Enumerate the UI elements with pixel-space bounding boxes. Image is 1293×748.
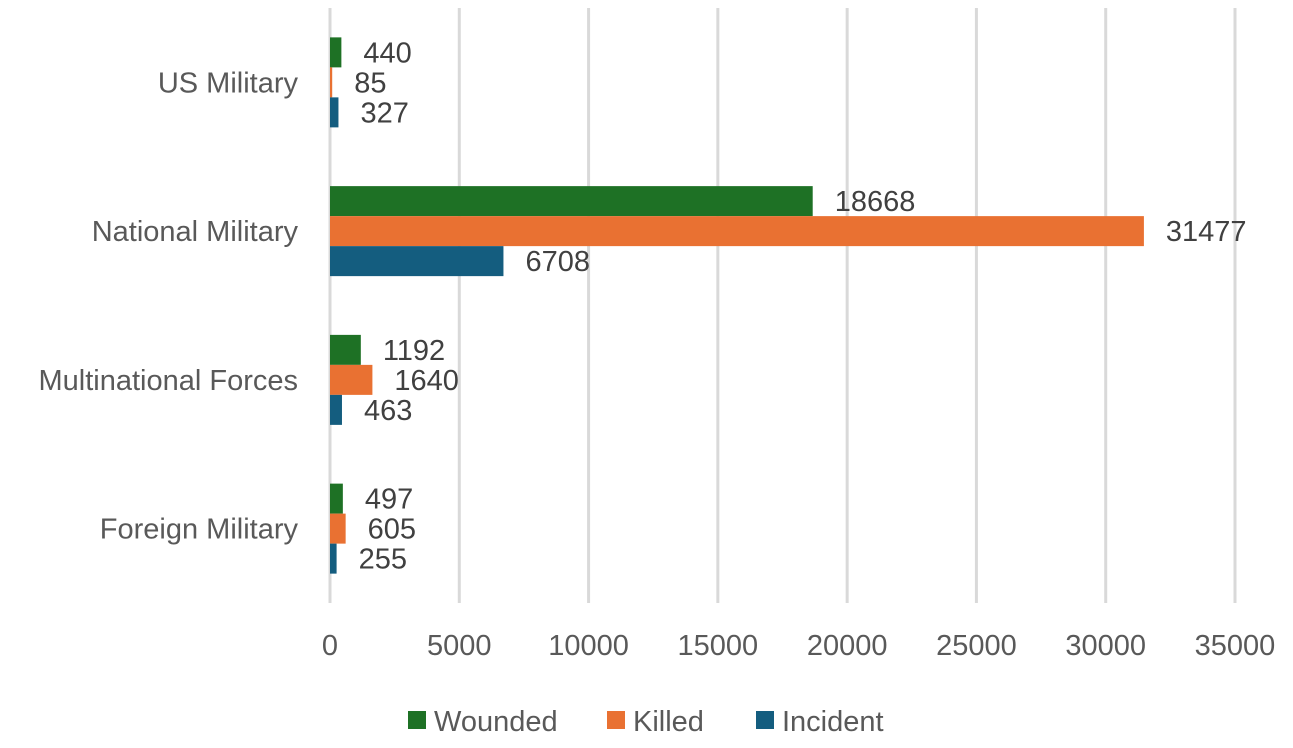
category-axis: US Military National Military Multinationa… — [39, 67, 299, 545]
x-tick-label-25000: 25000 — [936, 630, 1017, 662]
data-label-killed-national-military: 31477 — [1166, 216, 1247, 248]
category-label-multinational-forces: Multinational Forces — [39, 365, 299, 397]
x-tick-label-30000: 30000 — [1065, 630, 1146, 662]
data-label-incident-national-military: 6708 — [525, 246, 590, 278]
data-label-killed-foreign-military: 605 — [368, 514, 416, 546]
legend: Wounded Killed Incident — [408, 706, 884, 738]
bars — [330, 37, 1144, 574]
x-tick-label-0: 0 — [322, 630, 338, 662]
bar-wounded-national-military — [330, 186, 813, 217]
legend-swatch-wounded — [408, 711, 426, 729]
data-label-incident-multinational-forces: 463 — [364, 395, 412, 427]
bar-wounded-multinational-forces — [330, 334, 361, 365]
data-label-wounded-us-military: 440 — [363, 37, 411, 69]
data-label-killed-multinational-forces: 1640 — [394, 365, 459, 397]
data-label-incident-foreign-military: 255 — [359, 544, 407, 576]
data-label-wounded-multinational-forces: 1192 — [383, 335, 445, 367]
legend-swatch-incident — [756, 711, 774, 729]
x-tick-label-5000: 5000 — [427, 630, 492, 662]
bar-killed-national-military — [330, 216, 1144, 247]
gridlines — [328, 8, 1237, 603]
legend-label-killed: Killed — [633, 706, 704, 738]
data-label-wounded-foreign-military: 497 — [365, 484, 413, 516]
data-label-incident-us-military: 327 — [360, 97, 408, 129]
data-label-killed-us-military: 85 — [354, 67, 386, 99]
bar-incident-multinational-forces — [330, 394, 342, 425]
category-label-national-military: National Military — [92, 216, 299, 248]
legend-swatch-killed — [607, 711, 625, 729]
x-tick-label-15000: 15000 — [678, 630, 759, 662]
bar-incident-national-military — [330, 246, 504, 277]
bar-wounded-foreign-military — [330, 483, 343, 514]
x-axis-ticks: 0 5000 10000 15000 20000 25000 30000 35000 — [322, 630, 1275, 662]
legend-label-incident: Incident — [782, 706, 884, 738]
x-tick-label-35000: 35000 — [1195, 630, 1276, 662]
x-tick-label-10000: 10000 — [548, 630, 629, 662]
bar-incident-us-military — [330, 97, 339, 128]
category-label-foreign-military: Foreign Military — [100, 514, 299, 546]
x-tick-label-20000: 20000 — [807, 630, 888, 662]
category-label-us-military: US Military — [158, 67, 299, 99]
bar-incident-foreign-military — [330, 543, 337, 574]
bar-wounded-us-military — [330, 37, 342, 68]
bar-killed-foreign-military — [330, 513, 346, 544]
data-label-wounded-national-military: 18668 — [835, 186, 916, 218]
bar-killed-multinational-forces — [330, 364, 373, 395]
bar-killed-us-military — [330, 67, 333, 98]
legend-label-wounded: Wounded — [434, 706, 558, 738]
